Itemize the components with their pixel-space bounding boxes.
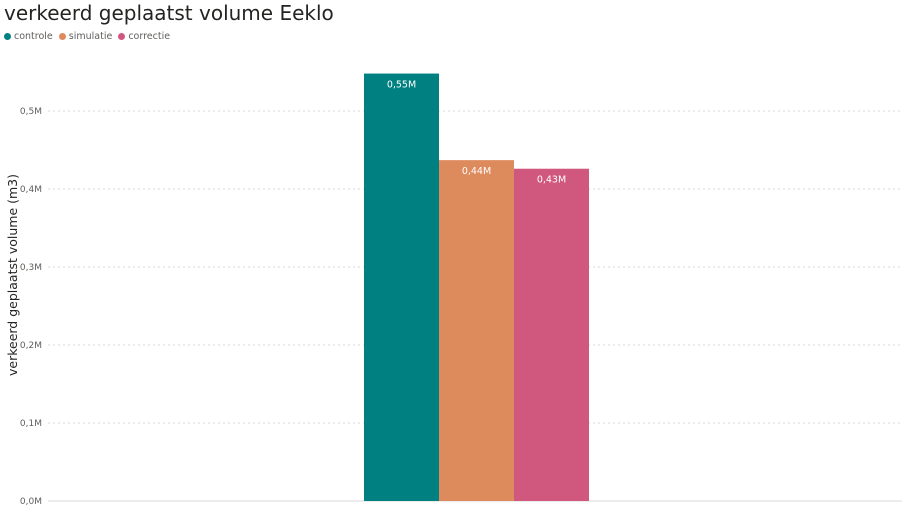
y-tick-label: 0,5M: [20, 107, 42, 117]
legend-item-simulatie[interactable]: simulatie: [58, 31, 113, 42]
bar-correctie[interactable]: [514, 168, 589, 501]
y-tick-label: 0,1M: [20, 419, 42, 429]
bar-simulatie[interactable]: [439, 160, 514, 501]
legend-item-controle[interactable]: controle: [4, 31, 53, 42]
legend-item-correctie[interactable]: correctie: [118, 31, 170, 42]
y-tick-label: 0,0M: [20, 497, 42, 507]
legend-label-controle: controle: [14, 31, 53, 42]
bar-controle[interactable]: [364, 73, 439, 501]
legend-marker-correctie: [118, 33, 126, 40]
chart-title: verkeerd geplaatst volume Eeklo: [4, 1, 334, 25]
legend-label-correctie: correctie: [128, 31, 171, 42]
data-label-correctie: 0,43M: [537, 175, 566, 186]
legend[interactable]: controle simulatie correctie: [4, 31, 170, 42]
y-tick-label: 0,4M: [20, 185, 42, 195]
y-tick-label: 0,3M: [20, 263, 42, 273]
y-axis-ticks: 0,0M 0,1M 0,2M 0,3M 0,4M 0,5M: [20, 107, 42, 507]
data-label-controle: 0,55M: [387, 80, 416, 91]
legend-label-simulatie: simulatie: [68, 31, 113, 42]
legend-marker-controle: [4, 33, 11, 40]
y-axis-title: verkeerd geplaatst volume (m3): [5, 174, 20, 376]
y-tick-label: 0,2M: [20, 341, 42, 351]
data-label-simulatie: 0,44M: [462, 166, 491, 177]
bars[interactable]: [364, 73, 589, 501]
data-labels: 0,55M 0,44M 0,43M: [387, 80, 566, 186]
legend-marker-simulatie: [58, 33, 66, 40]
